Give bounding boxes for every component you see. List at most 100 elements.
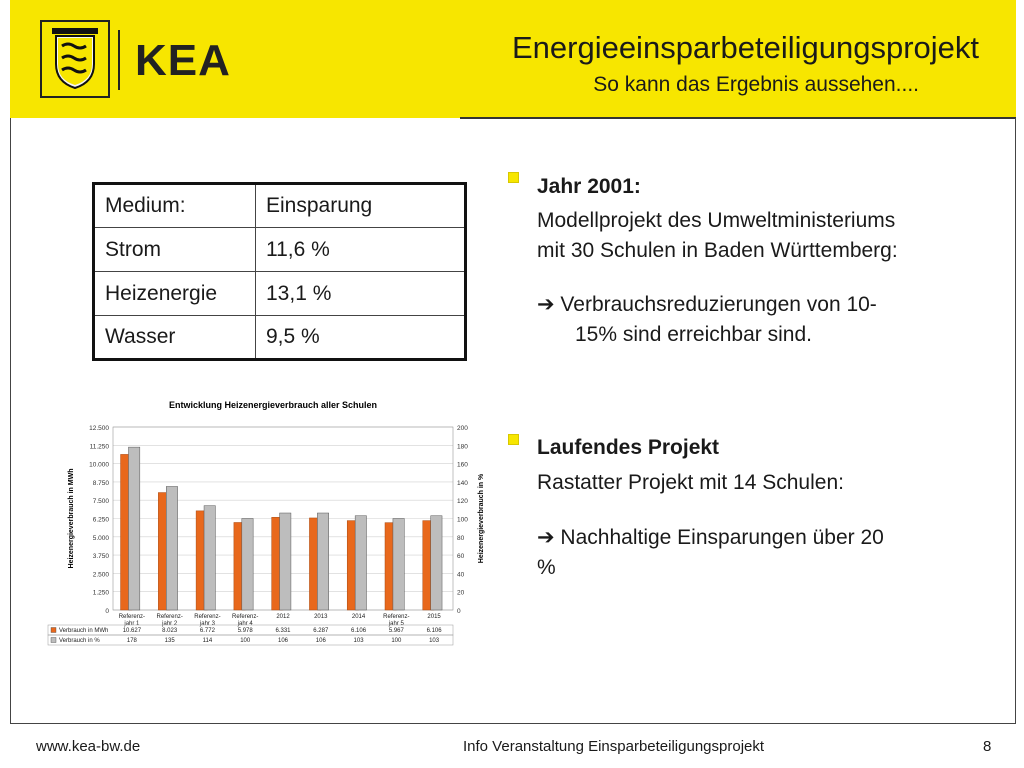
y-tick-label: 2.500 [93, 571, 110, 578]
table-cell: 11,6 % [255, 227, 466, 272]
heating-consumption-chart: Entwicklung Heizenergieverbrauch aller S… [47, 400, 485, 646]
y-tick-label: 1.250 [93, 590, 110, 597]
slide-subtitle: So kann das Ergebnis aussehen.... [593, 73, 919, 96]
y2-tick-label: 0 [457, 608, 461, 615]
bar-percent [279, 512, 292, 611]
coat-of-arms-logo [40, 20, 110, 98]
arrow-point-line: ➔ Verbrauchsreduzierungen von 10- [537, 293, 877, 316]
y2-tick-label: 100 [457, 517, 468, 524]
y-tick-label: 5.000 [93, 535, 110, 542]
y2-tick-label: 60 [457, 553, 465, 560]
bar-percent [354, 515, 367, 611]
footer-url: www.kea-bw.de [36, 738, 141, 755]
data-label: 10.627 [123, 628, 142, 634]
data-label: 178 [127, 638, 138, 644]
data-label: 6.106 [351, 628, 367, 634]
bar-percent [392, 518, 405, 611]
savings-table: Medium: Einsparung Strom 11,6 % Heizener… [92, 182, 467, 361]
header-divider [460, 117, 1016, 119]
legend-swatch [50, 637, 57, 643]
y2-tick-label: 180 [457, 443, 468, 450]
y2-tick-label: 160 [457, 462, 468, 469]
legend-label: Verbrauch in % [59, 638, 100, 644]
bar-percent [203, 505, 216, 611]
data-label: 6.772 [200, 628, 216, 634]
arrow-point-line: ➔ Nachhaltige Einsparungen über 20 [537, 526, 884, 549]
data-label: 5.967 [389, 628, 405, 634]
x-tick-label: Referenz- [232, 614, 258, 620]
y2-axis-label: Heizenergieverbrauch in % [478, 473, 485, 563]
y2-tick-label: 140 [457, 480, 468, 487]
x-tick-label: Referenz- [119, 614, 145, 620]
x-tick-label: Referenz- [194, 614, 220, 620]
bar-percent [430, 515, 443, 611]
table-header-row: Medium: Einsparung [93, 183, 466, 228]
table-row: Wasser 9,5 % [93, 315, 466, 360]
x-tick-label: jahr 5 [388, 621, 405, 627]
y-tick-label: 3.750 [93, 553, 110, 560]
x-tick-label: 2013 [314, 614, 328, 620]
table-cell: 9,5 % [255, 315, 466, 360]
table-header-cell: Einsparung [255, 183, 466, 228]
x-tick-label: jahr 2 [161, 621, 178, 627]
y-tick-label: 11.250 [90, 443, 110, 450]
data-label: 135 [165, 638, 176, 644]
bullet-title-project: Laufendes Projekt [537, 436, 720, 459]
data-label: 106 [278, 638, 289, 644]
y2-tick-label: 80 [457, 535, 465, 542]
x-tick-label: jahr 1 [123, 621, 140, 627]
data-label: 8.023 [162, 628, 178, 634]
y-tick-label: 10.000 [89, 462, 109, 469]
y2-tick-label: 20 [457, 590, 465, 597]
table-cell: Heizenergie [93, 271, 256, 316]
bullet-square-icon [508, 172, 519, 183]
x-tick-label: jahr 4 [237, 621, 254, 627]
bar-percent [128, 446, 141, 611]
data-label: 5.978 [238, 628, 254, 634]
x-tick-label: jahr 3 [199, 621, 216, 627]
legend-swatch [50, 627, 57, 633]
bar-percent [241, 518, 254, 611]
x-tick-label: Referenz- [383, 614, 409, 620]
bullet-text-line: mit 30 Schulen in Baden Württemberg: [537, 239, 898, 262]
slide-frame [10, 118, 1016, 724]
arrow-point-line: 15% sind erreichbar sind. [575, 323, 812, 346]
y2-tick-label: 120 [457, 498, 468, 505]
bullet-text-line: Modellprojekt des Umweltministeriums [537, 209, 896, 232]
data-label: 106 [316, 638, 327, 644]
footer-title: Info Veranstaltung Einsparbeteiligungspr… [463, 738, 765, 755]
data-label: 6.106 [427, 628, 443, 634]
y2-tick-label: 40 [457, 571, 465, 578]
data-label: 103 [354, 638, 365, 644]
kea-logo-text: KEA [135, 36, 231, 85]
table-row: Heizenergie 13,1 % [93, 271, 466, 316]
logo-separator [118, 30, 120, 90]
y-axis-label: Heizenergieverbrauch in MWh [68, 469, 75, 569]
data-label: 100 [391, 638, 402, 644]
data-label: 100 [240, 638, 251, 644]
data-label: 6.287 [313, 628, 329, 634]
bar-percent [166, 486, 178, 611]
x-tick-label: 2014 [352, 614, 366, 620]
bullet-text-line: Rastatter Projekt mit 14 Schulen: [537, 471, 844, 494]
data-label: 114 [203, 638, 213, 644]
data-table-row [47, 634, 454, 646]
y-tick-label: 0 [105, 608, 109, 615]
x-tick-label: 2015 [427, 614, 441, 620]
y-tick-label: 7.500 [93, 498, 110, 505]
coat-of-arms-icon [52, 28, 98, 90]
legend-label: Verbrauch in MWh [59, 628, 108, 634]
page-number: 8 [983, 738, 992, 755]
data-label: 6.331 [275, 628, 291, 634]
x-tick-label: 2012 [276, 614, 290, 620]
x-tick-label: Referenz- [156, 614, 182, 620]
data-label: 103 [429, 638, 440, 644]
bullet-square-icon [508, 434, 519, 445]
arrow-point-line: % [537, 556, 556, 579]
y-tick-label: 8.750 [93, 480, 110, 487]
table-row: Strom 11,6 % [93, 227, 466, 272]
chart-title: Entwicklung Heizenergieverbrauch aller S… [169, 400, 377, 410]
bar-percent [317, 512, 329, 611]
y-tick-label: 6.250 [93, 517, 110, 524]
slide-title: Energieeinsparbeteiligungsprojekt [511, 30, 979, 65]
